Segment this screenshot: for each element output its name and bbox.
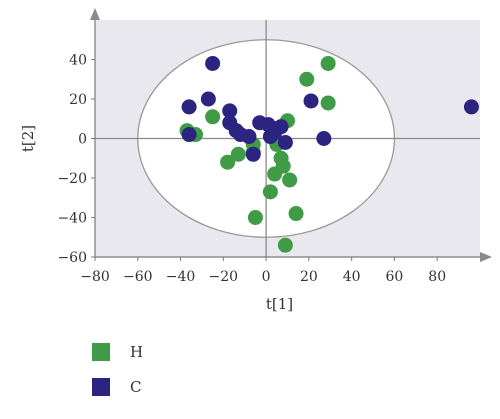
legend-item-c: C bbox=[92, 377, 143, 397]
y-tick-label: −40 bbox=[57, 211, 87, 227]
point-c bbox=[222, 103, 238, 119]
point-h bbox=[230, 146, 246, 162]
point-c bbox=[277, 134, 293, 150]
point-c bbox=[205, 55, 221, 71]
x-axis-arrow bbox=[480, 252, 492, 262]
y-axis-title: t[2] bbox=[19, 125, 37, 152]
legend-item-h: H bbox=[92, 342, 143, 362]
y-tick-label: −20 bbox=[57, 171, 87, 187]
x-tick-label: 60 bbox=[386, 269, 404, 285]
data-points bbox=[179, 55, 479, 253]
y-axis-arrow bbox=[90, 8, 100, 20]
x-tick-label: −80 bbox=[80, 269, 110, 285]
point-h bbox=[282, 172, 298, 188]
point-c bbox=[273, 119, 289, 135]
point-h bbox=[277, 237, 293, 253]
ticks: −80 −60 −40 −20 0 20 40 60 80 −60 −40 −20 0 20 40 bbox=[57, 53, 446, 286]
x-tick-label: 20 bbox=[300, 269, 318, 285]
point-h bbox=[288, 206, 304, 222]
y-tick-label: 20 bbox=[69, 92, 87, 108]
x-axis-title: t[1] bbox=[266, 295, 293, 313]
y-tick-label: −60 bbox=[57, 250, 87, 266]
point-h bbox=[205, 109, 221, 125]
y-tick-label: 40 bbox=[69, 53, 87, 69]
point-c bbox=[303, 93, 319, 109]
x-tick-label: −60 bbox=[123, 269, 153, 285]
x-tick-label: −20 bbox=[209, 269, 239, 285]
point-c bbox=[181, 127, 197, 143]
series-c bbox=[181, 55, 479, 162]
point-c bbox=[316, 131, 332, 146]
point-h bbox=[220, 154, 236, 170]
legend-label-h: H bbox=[130, 343, 144, 361]
legend-swatch-c bbox=[92, 378, 110, 396]
point-h bbox=[262, 184, 278, 200]
legend: H C bbox=[92, 342, 143, 412]
point-c bbox=[241, 129, 257, 145]
point-h bbox=[275, 158, 291, 174]
y-tick-label: 0 bbox=[78, 132, 87, 148]
point-c bbox=[200, 91, 216, 107]
point-h bbox=[299, 71, 315, 87]
point-h bbox=[320, 95, 336, 111]
legend-swatch-h bbox=[92, 343, 110, 361]
x-tick-label: 40 bbox=[343, 269, 361, 285]
legend-label-c: C bbox=[130, 378, 142, 396]
x-tick-label: 80 bbox=[428, 269, 446, 285]
x-tick-label: 0 bbox=[262, 269, 271, 285]
point-h bbox=[247, 210, 263, 225]
point-c bbox=[181, 99, 197, 115]
point-h bbox=[320, 55, 336, 71]
x-tick-label: −40 bbox=[166, 269, 196, 285]
point-c bbox=[245, 146, 261, 162]
point-c bbox=[463, 99, 479, 115]
